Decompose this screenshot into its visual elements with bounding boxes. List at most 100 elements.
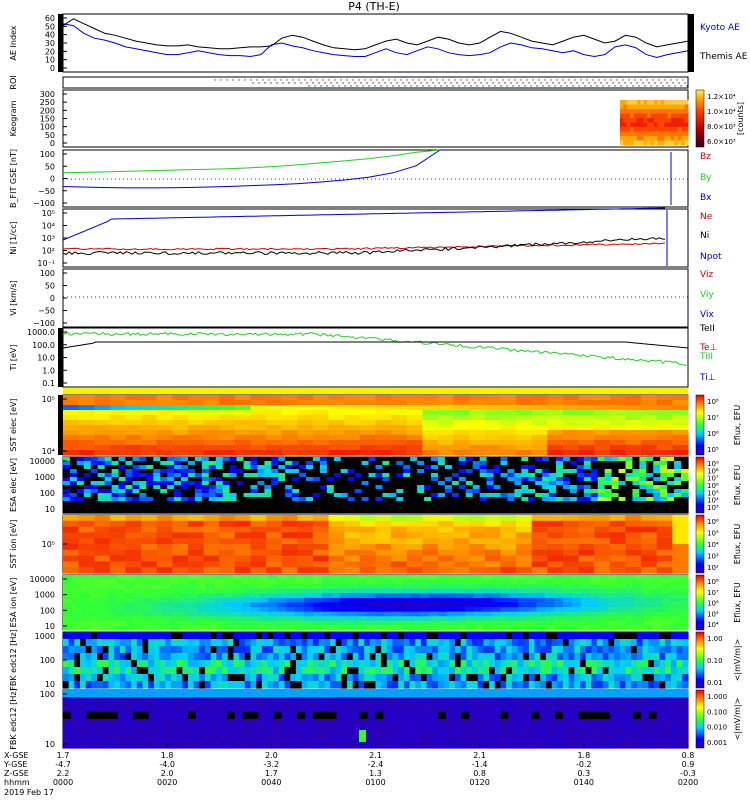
ytick-label: 30 (45, 39, 55, 48)
colorbar-tick: 0.10 (707, 657, 723, 665)
colorbar-esa_e (695, 456, 705, 514)
legend-kyoto-ae: Kyoto AE (700, 23, 740, 33)
xtick-label: 0200 (678, 778, 698, 787)
colorbar-tick: 0.001 (707, 739, 727, 747)
ylabel-ae: AE Index (9, 25, 18, 60)
ytick-label: 100 (40, 489, 55, 498)
xtick-label: 0020 (157, 778, 177, 787)
ytick-label: 0 (50, 64, 55, 73)
legend-viz: Viz (700, 270, 713, 280)
xtick-label: -1.4 (472, 760, 488, 769)
xtick-label: 1.7 (265, 769, 278, 778)
series-themis-ae (62, 18, 689, 51)
ytick-label: 50 (45, 22, 55, 31)
ylabel-sst_i: SST ion [eV] (9, 520, 18, 569)
ylabel-bfit: B_FIT GSE [nT] (9, 149, 18, 208)
xtick-label: -0.3 (680, 769, 696, 778)
ytick-label: 100 (40, 150, 55, 159)
xaxis-row-label: Y-GSE (3, 760, 27, 769)
legend-tell: TeII (699, 324, 715, 334)
colorbar-tick: 1.0×10⁴ (707, 108, 736, 116)
ytick-label: 10⁴ (42, 447, 55, 456)
legend-npot: Npot (700, 252, 722, 262)
panel-frame-ae (62, 13, 689, 73)
colorbar-tick: 10⁶ (707, 518, 719, 526)
xtick-label: 0.8 (682, 751, 695, 760)
ytick-label: 0.1 (42, 379, 55, 388)
ylabel-fbk2: FBK edc12 [Hz] (9, 688, 18, 749)
colorbar-fbk2 (695, 689, 705, 749)
legend-ne: Ne (700, 212, 713, 222)
series-npot (62, 207, 666, 241)
colorbar-esa_i (695, 574, 705, 631)
heatmap-esa_i (63, 575, 689, 631)
ytick-label: −100 (33, 199, 55, 208)
xtick-label: 2.1 (369, 751, 382, 760)
colorbar-label: Eflux, EFU (733, 405, 742, 446)
ylabel-esa_i: ESA ion [eV] (9, 578, 18, 628)
colorbar-label: <|mV/m|> (733, 698, 742, 741)
xtick-label: 1.3 (369, 769, 382, 778)
ytick-label: 100 (40, 656, 55, 665)
ylabel-keogram: Keogram (9, 100, 18, 136)
legend-ni: Ni (700, 231, 709, 241)
legend-bz: Bz (700, 152, 711, 162)
colorbar-tick: 1.2×10⁴ (707, 93, 736, 101)
legend-themis-ae: Themis AE (699, 52, 748, 62)
ytick-label: 1000 (35, 591, 55, 600)
legend-viy: Viy (700, 290, 714, 300)
xaxis-row-label: Z-GSE (4, 769, 29, 778)
xtick-label: 2.2 (57, 769, 70, 778)
ytick-label: 50 (45, 131, 55, 140)
colorbar-sst_i (695, 514, 705, 574)
colorbar-label: <|mV/m|> (733, 639, 742, 682)
series-tell (62, 341, 689, 349)
ytick-label: 10 (45, 680, 55, 689)
ytick-label: −100 (33, 319, 55, 328)
heatmap-sst_i (63, 515, 689, 574)
colorbar-tick: 10⁶ (707, 482, 719, 490)
xtick-label: -2.4 (368, 760, 384, 769)
heatmap-fbk2 (63, 690, 689, 749)
ytick-label: 0 (50, 139, 55, 148)
xtick-label: 0140 (574, 778, 594, 787)
ytick-label: 10⁵ (42, 540, 55, 549)
heatmap-fbk1 (63, 632, 689, 689)
colorbar-tick: 10⁷ (707, 589, 719, 597)
colorbar-tick: 10⁸ (707, 578, 719, 586)
ytick-label: 100 (40, 690, 55, 699)
colorbar-tick: 0.010 (707, 724, 727, 732)
series-kyoto-ae (62, 23, 689, 59)
ytick-label: 10.0 (37, 354, 55, 363)
ytick-label: 20 (45, 47, 55, 56)
xtick-label: 1.7 (57, 751, 70, 760)
ytick-label: 100 (40, 269, 55, 278)
xtick-label: -3.2 (264, 760, 280, 769)
xtick-label: 0040 (261, 778, 281, 787)
panel-frame-bfit (62, 149, 689, 208)
date-label: 2019 Feb 17 (4, 788, 54, 797)
colorbar-tick: 10³ (707, 504, 719, 512)
ytick-label: 10 (45, 622, 55, 631)
colorbar-tick: 1.000 (707, 693, 727, 701)
ytick-label: 100 (40, 606, 55, 615)
panel-frame-ti (62, 327, 689, 388)
colorbar-tick: 10⁴ (707, 497, 719, 505)
xtick-label: 0.9 (682, 760, 695, 769)
ytick-label: 10000 (30, 575, 55, 584)
xtick-label: 0000 (53, 778, 73, 787)
series-till (62, 331, 689, 366)
xtick-label: 0120 (469, 778, 489, 787)
ytick-label: 10000 (30, 457, 55, 466)
xtick-label: 1.8 (161, 751, 174, 760)
ylabel-fbk1: FBK edc12 [Hz] (9, 629, 18, 690)
legend-bx: Bx (700, 193, 712, 203)
xtick-label: -4.0 (159, 760, 175, 769)
colorbar-tick: 10⁵ (707, 610, 719, 618)
heatmap-sst_e (63, 395, 689, 456)
colorbar-tick: 10⁷ (707, 414, 719, 422)
ytick-label: 10² (42, 247, 55, 256)
colorbar-tick: 1.00 (707, 635, 723, 643)
colorbar-tick: 10⁸ (707, 398, 719, 406)
legend-teperp: Te⊥ (699, 343, 718, 353)
